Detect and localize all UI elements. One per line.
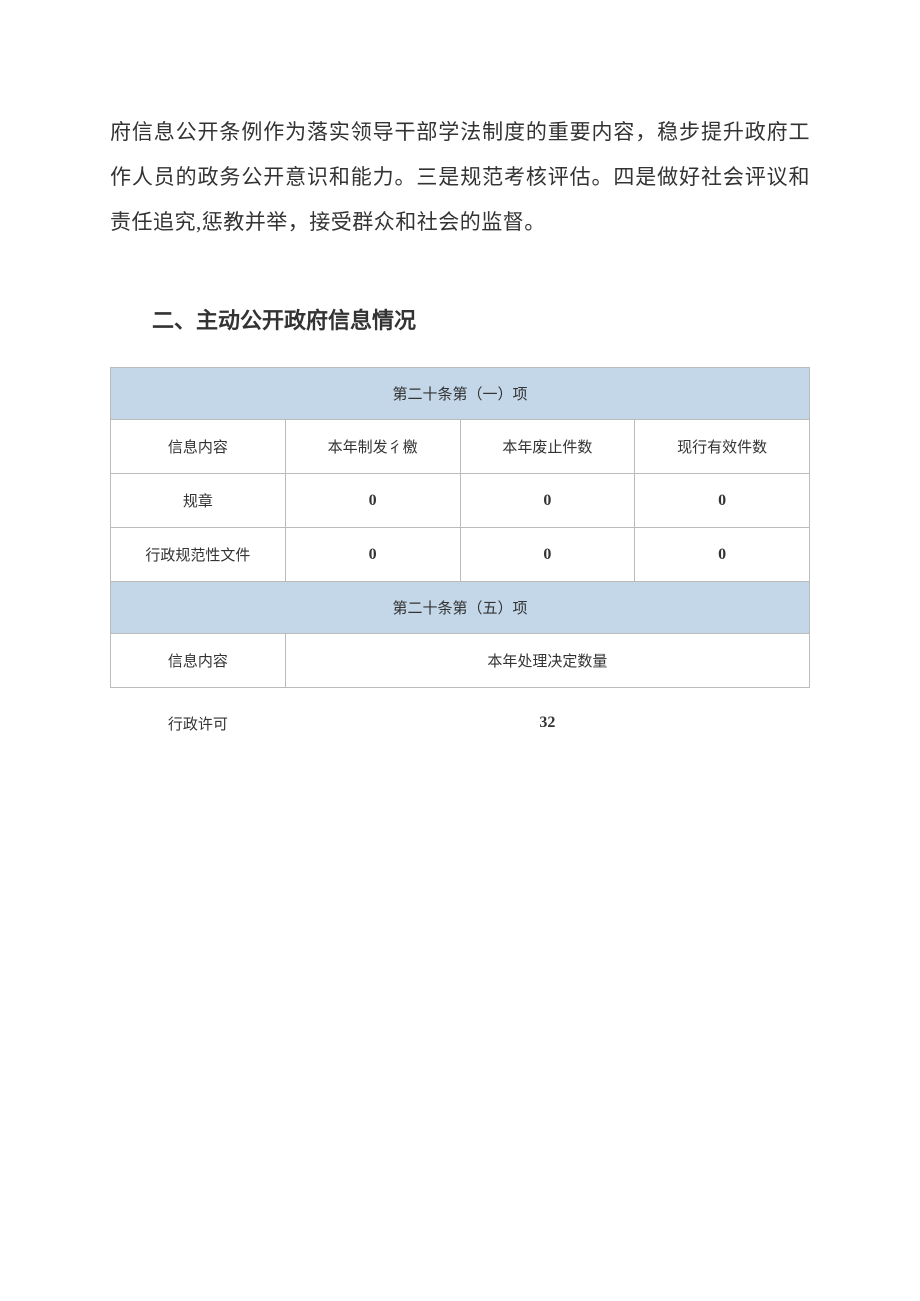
table-column-row: 信息内容 本年制发彳檄 本年废止件数 现行有效件数 <box>111 420 810 474</box>
paragraph-text: 府信息公开条例作为落实领导干部学法制度的重要内容，稳步提升政府工作人员的政务公开… <box>110 110 810 245</box>
row-label: 行政规范性文件 <box>111 528 286 582</box>
document-page: 府信息公开条例作为落实领导干部学法制度的重要内容，稳步提升政府工作人员的政务公开… <box>0 0 920 742</box>
table-row-noborder: 行政许可 32 <box>111 688 810 742</box>
row-label: 行政许可 <box>111 688 286 742</box>
band-cell: 第二十条第（一）项 <box>111 368 810 420</box>
row-value: 0 <box>460 528 635 582</box>
table-header-band: 第二十条第（五）项 <box>111 582 810 634</box>
band-cell: 第二十条第（五）项 <box>111 582 810 634</box>
row-value: 0 <box>285 474 460 528</box>
column-header: 现行有效件数 <box>635 420 810 474</box>
column-header: 本年处理决定数量 <box>285 634 809 688</box>
column-header: 信息内容 <box>111 634 286 688</box>
column-header: 本年废止件数 <box>460 420 635 474</box>
table-row: 行政规范性文件 0 0 0 <box>111 528 810 582</box>
disclosure-table: 第二十条第（一）项 信息内容 本年制发彳檄 本年废止件数 现行有效件数 规章 0… <box>110 367 810 742</box>
row-value: 0 <box>460 474 635 528</box>
row-label: 规章 <box>111 474 286 528</box>
row-value: 0 <box>635 474 810 528</box>
column-header: 本年制发彳檄 <box>285 420 460 474</box>
table-row: 规章 0 0 0 <box>111 474 810 528</box>
section-heading: 二、主动公开政府信息情况 <box>110 303 810 335</box>
row-value: 32 <box>285 688 809 742</box>
table-header-band: 第二十条第（一）项 <box>111 368 810 420</box>
row-value: 0 <box>285 528 460 582</box>
table-column-row-merged: 信息内容 本年处理决定数量 <box>111 634 810 688</box>
row-value: 0 <box>635 528 810 582</box>
column-header: 信息内容 <box>111 420 286 474</box>
